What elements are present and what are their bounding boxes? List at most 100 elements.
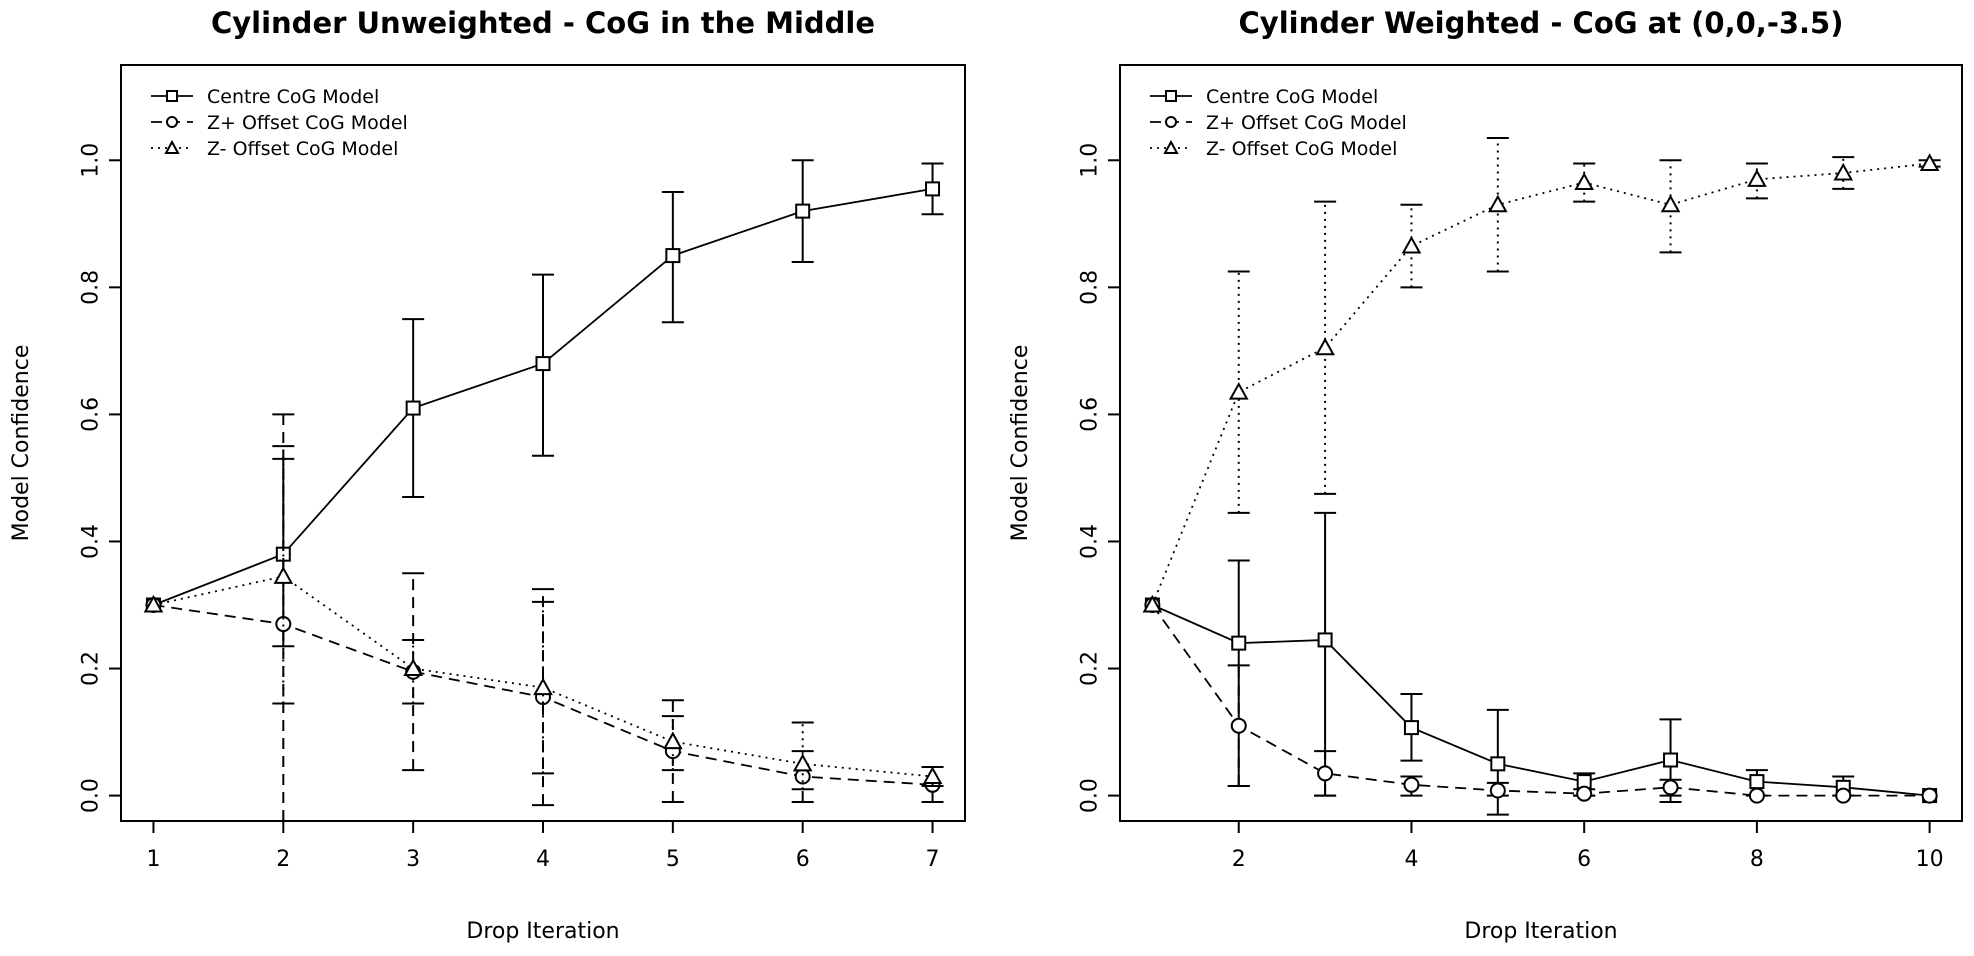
y-tick-label: 1.0 bbox=[1078, 143, 1103, 178]
y-axis-title: Model Confidence bbox=[9, 345, 34, 542]
series-triangle bbox=[143, 445, 944, 791]
legend-marker-square bbox=[166, 90, 178, 102]
x-tick-label: 10 bbox=[1916, 847, 1944, 872]
error-bar bbox=[272, 445, 295, 705]
data-point-triangle bbox=[1919, 153, 1940, 171]
x-tick-label: 8 bbox=[1750, 847, 1764, 872]
x-tick-label: 6 bbox=[1577, 847, 1591, 872]
legend-marker-circle bbox=[166, 116, 178, 128]
data-point-triangle bbox=[1228, 381, 1249, 400]
legend-item: Centre CoG Model bbox=[1150, 86, 1378, 108]
legend-item: Z- Offset CoG Model bbox=[151, 138, 398, 160]
y-tick-label: 0.4 bbox=[1078, 524, 1103, 559]
series-layer bbox=[143, 159, 944, 822]
legend-marker-triangle bbox=[164, 139, 180, 154]
data-point-triangle bbox=[533, 677, 553, 696]
y-axis-ticks: 0.0 0.2 0.4 0.6 0.8 1.0 bbox=[1078, 143, 1120, 813]
y-tick-label: 0.2 bbox=[79, 651, 104, 686]
data-point-triangle bbox=[1487, 194, 1508, 213]
x-axis-title: Drop Iteration bbox=[1464, 919, 1617, 944]
legend-marker-triangle bbox=[1163, 139, 1179, 154]
y-axis-title: Model Confidence bbox=[1008, 345, 1033, 542]
legend-label: Z- Offset CoG Model bbox=[207, 138, 398, 160]
y-tick-label: 0.8 bbox=[79, 270, 104, 305]
error-bar bbox=[661, 715, 684, 772]
data-point-circle bbox=[1489, 782, 1506, 799]
data-point-circle bbox=[1403, 776, 1420, 793]
y-axis-ticks: 0.0 0.2 0.4 0.6 0.8 1.0 bbox=[79, 143, 121, 813]
legend-label: Z+ Offset CoG Model bbox=[1206, 112, 1407, 134]
data-point-circle bbox=[1748, 787, 1765, 804]
data-point-circle bbox=[1921, 787, 1938, 804]
data-point-square bbox=[405, 400, 421, 416]
legend-item: Z- Offset CoG Model bbox=[1150, 138, 1397, 160]
y-tick-label: 0.0 bbox=[1078, 778, 1103, 813]
x-tick-label: 2 bbox=[276, 847, 290, 872]
data-point-triangle bbox=[1574, 172, 1595, 191]
series-line bbox=[1151, 604, 1930, 797]
y-tick-label: 0.6 bbox=[79, 397, 104, 432]
y-tick-label: 0.2 bbox=[1078, 651, 1103, 686]
data-point-square bbox=[1749, 774, 1765, 790]
series-layer bbox=[1142, 137, 1941, 816]
data-point-triangle bbox=[1660, 194, 1681, 213]
series-square bbox=[1144, 511, 1938, 816]
error-bar bbox=[1573, 162, 1596, 203]
y-tick-label: 0.0 bbox=[79, 778, 104, 813]
x-axis-ticks: 2 4 6 8 10 bbox=[1232, 821, 1944, 872]
legend-label: Z- Offset CoG Model bbox=[1206, 138, 1397, 160]
data-point-circle bbox=[1317, 765, 1334, 782]
data-point-triangle bbox=[1401, 235, 1422, 254]
y-tick-label: 0.6 bbox=[1078, 397, 1103, 432]
legend-item: Centre CoG Model bbox=[151, 86, 379, 108]
data-point-triangle bbox=[663, 731, 683, 750]
data-point-circle bbox=[1662, 779, 1679, 796]
y-tick-label: 0.4 bbox=[79, 524, 104, 559]
series-circle bbox=[1144, 597, 1938, 804]
data-point-triangle bbox=[1315, 337, 1335, 356]
x-tick-label: 4 bbox=[1404, 847, 1418, 872]
chart-panel-unweighted: Cylinder Unweighted - CoG in the Middle … bbox=[9, 6, 966, 944]
data-point-square bbox=[1663, 752, 1679, 768]
error-bar bbox=[1486, 137, 1509, 273]
data-point-triangle bbox=[143, 594, 164, 613]
data-point-triangle bbox=[1142, 594, 1163, 613]
data-point-circle bbox=[1230, 717, 1247, 734]
chart-title: Cylinder Unweighted - CoG in the Middle bbox=[211, 6, 875, 40]
data-point-triangle bbox=[273, 566, 294, 584]
x-tick-label: 2 bbox=[1232, 847, 1246, 872]
data-point-circle bbox=[1576, 785, 1593, 802]
x-tick-label: 4 bbox=[536, 847, 550, 872]
data-point-square bbox=[1490, 756, 1506, 772]
data-point-square bbox=[1231, 635, 1247, 651]
legend-marker-circle bbox=[1165, 116, 1177, 128]
series-circle bbox=[145, 413, 944, 822]
legend-label: Centre CoG Model bbox=[1206, 86, 1378, 108]
x-tick-label: 7 bbox=[926, 847, 940, 872]
error-bar bbox=[1314, 200, 1337, 495]
error-bar bbox=[661, 699, 684, 803]
error-bar bbox=[1659, 159, 1682, 254]
series-triangle bbox=[1142, 137, 1941, 613]
data-point-triangle bbox=[1833, 162, 1854, 181]
legend-label: Centre CoG Model bbox=[207, 86, 379, 108]
data-point-square bbox=[925, 181, 941, 197]
data-point-square bbox=[535, 356, 551, 372]
chart-panel-weighted: Cylinder Weighted - CoG at (0,0,-3.5) Dr… bbox=[1008, 6, 1963, 944]
y-tick-label: 0.8 bbox=[1078, 270, 1103, 305]
legend-label: Z+ Offset CoG Model bbox=[207, 112, 408, 134]
y-tick-label: 1.0 bbox=[79, 143, 104, 178]
legend-item: Z+ Offset CoG Model bbox=[1150, 112, 1407, 134]
data-point-triangle bbox=[1747, 169, 1767, 187]
plot-frame bbox=[1119, 64, 1963, 822]
data-point-triangle bbox=[922, 766, 943, 785]
data-point-square bbox=[665, 248, 681, 264]
error-bar bbox=[791, 721, 814, 791]
legend-marker-square bbox=[1165, 90, 1177, 102]
series-square bbox=[145, 159, 944, 648]
x-tick-label: 5 bbox=[666, 847, 680, 872]
error-bar bbox=[402, 638, 425, 705]
x-tick-label: 1 bbox=[146, 847, 160, 872]
data-point-square bbox=[795, 203, 811, 219]
